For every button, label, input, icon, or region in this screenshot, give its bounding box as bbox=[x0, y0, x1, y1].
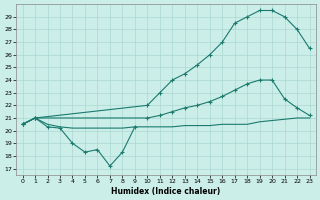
X-axis label: Humidex (Indice chaleur): Humidex (Indice chaleur) bbox=[111, 187, 221, 196]
